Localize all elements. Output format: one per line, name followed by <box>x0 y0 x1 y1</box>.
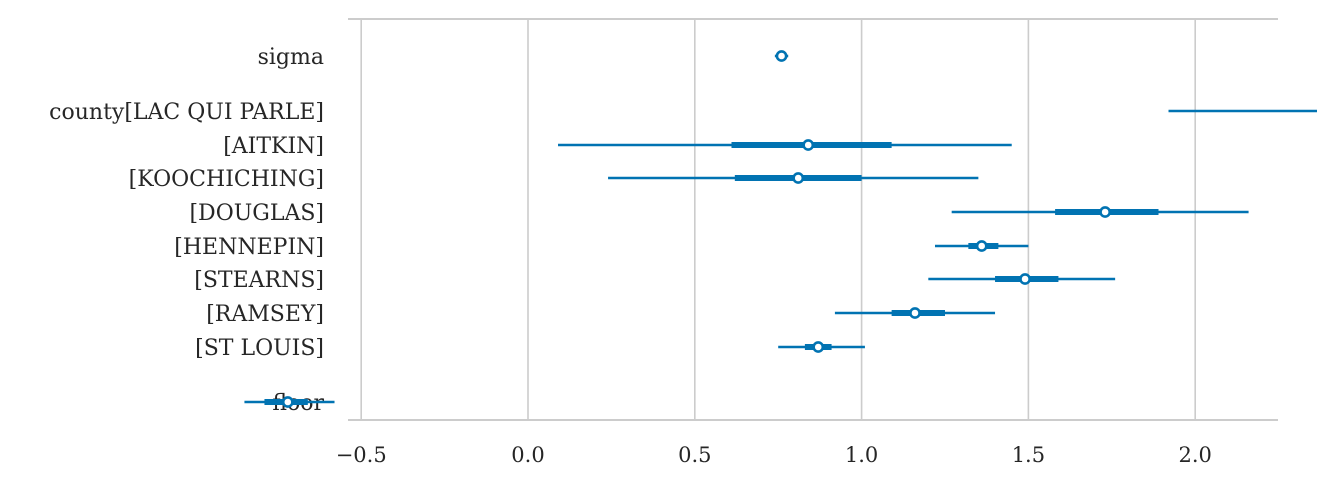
x-tick-label: 0.0 <box>511 443 544 467</box>
row-label: [HENNEPIN] <box>174 235 324 260</box>
row-label: [AITKIN] <box>223 134 324 159</box>
x-tick-labels: −0.50.00.51.01.52.02.53.03.54.04.5 <box>336 443 1212 467</box>
mean-point <box>775 50 788 62</box>
mean-point <box>1019 273 1031 285</box>
mean-point <box>812 341 825 353</box>
row-label: [RAMSEY] <box>206 302 324 327</box>
x-tick-label: 1.5 <box>1012 443 1045 467</box>
mean-point <box>802 139 815 151</box>
row-label: sigma <box>258 45 324 70</box>
grid-lines <box>360 19 1196 420</box>
row-label: [KOOCHICHING] <box>129 167 324 192</box>
mean-point <box>1099 206 1112 218</box>
row-label: county[LAC QUI PARLE] <box>49 100 324 125</box>
x-tick-label: 2.0 <box>1178 443 1211 467</box>
mean-point <box>975 240 988 252</box>
row-labels: sigma county[LAC QUI PARLE] [AITKIN] [KOOCH… <box>49 45 324 416</box>
mean-point <box>909 307 921 319</box>
x-tick-label: −0.5 <box>336 443 387 467</box>
interval-marks <box>244 50 1317 408</box>
mean-point <box>281 396 294 408</box>
row-label: [ST LOUIS] <box>195 336 324 361</box>
x-tick-label: 0.5 <box>678 443 711 467</box>
row-label: [STEARNS] <box>194 268 324 293</box>
mean-point <box>792 172 805 184</box>
row-label: [DOUGLAS] <box>189 201 324 226</box>
x-tick-label: 1.0 <box>845 443 878 467</box>
